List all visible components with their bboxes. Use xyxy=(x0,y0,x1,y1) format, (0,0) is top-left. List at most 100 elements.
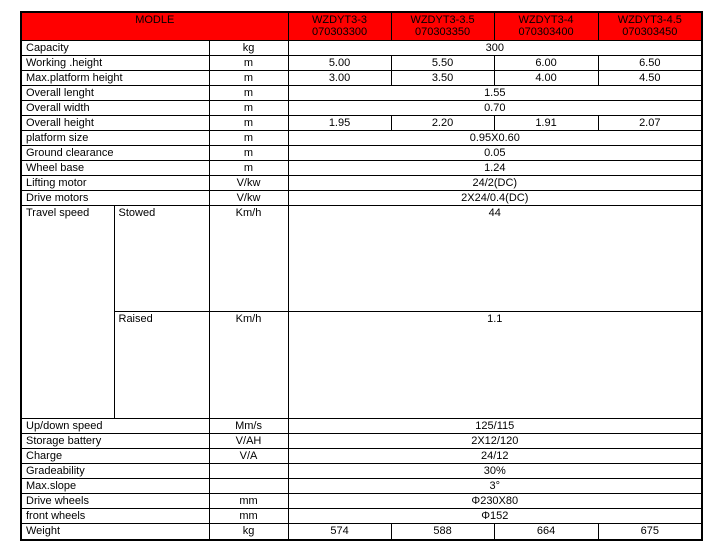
unit-cell: V/AH xyxy=(208,432,289,449)
unit-cell: Mm/s xyxy=(208,417,289,434)
unit-cell xyxy=(208,462,289,479)
model-code: 070303450 xyxy=(622,26,678,39)
row-max-platform-height: Max.platform height m 3.00 3.50 4.00 4.5… xyxy=(20,69,703,86)
row-label: Capacity xyxy=(20,39,210,56)
row-travel-speed-stowed: Travel speed Stowed Km/h 44 xyxy=(20,204,703,419)
unit-cell: Km/h xyxy=(208,204,289,312)
value-cell: 24/12 xyxy=(287,447,703,464)
row-up-down-speed: Up/down speed Mm/s 125/115 xyxy=(20,417,703,434)
value-cell: 5.00 xyxy=(287,54,392,71)
row-drive-motors: Drive motors V/kw 2X24/0.4(DC) xyxy=(20,189,703,206)
header-row: MODLE WZDYT3-3 070303300 WZDYT3-3.5 0703… xyxy=(20,11,703,41)
model-name: WZDYT3-4.5 xyxy=(617,14,682,27)
model-column-header: WZDYT3-4.5 070303450 xyxy=(597,11,703,41)
value-cell: 4.00 xyxy=(493,69,599,86)
row-ground-clearance: Ground clearance m 0.05 xyxy=(20,144,703,161)
row-label: Drive motors xyxy=(20,189,210,206)
model-column-header: WZDYT3-3 070303300 xyxy=(287,11,392,41)
row-storage-battery: Storage battery V/AH 2X12/120 xyxy=(20,432,703,449)
value-cell: 300 xyxy=(287,39,703,56)
row-label: Max.platform height xyxy=(20,69,210,86)
value-cell: 24/2(DC) xyxy=(287,174,703,191)
value-cell: Φ230X80 xyxy=(287,492,703,509)
row-group-label: Travel speed xyxy=(20,204,115,419)
unit-cell: V/kw xyxy=(208,189,289,206)
unit-cell: m xyxy=(208,144,289,161)
row-overall-height: Overall height m 1.95 2.20 1.91 2.07 xyxy=(20,114,703,131)
unit-cell: mm xyxy=(208,507,289,524)
unit-cell: kg xyxy=(208,522,289,541)
row-platform-size: platform size m 0.95X0.60 xyxy=(20,129,703,146)
unit-cell: m xyxy=(208,114,289,131)
value-cell: 3.00 xyxy=(287,69,392,86)
row-travel-speed-raised: Raised Km/h 1.1 xyxy=(21,310,703,419)
row-label: Ground clearance xyxy=(20,144,210,161)
row-drive-wheels: Drive wheels mm Φ230X80 xyxy=(20,492,703,509)
value-cell: 6.50 xyxy=(597,54,703,71)
row-gradeability: Gradeability 30% xyxy=(20,462,703,479)
value-cell: 6.00 xyxy=(493,54,599,71)
value-cell: 0.70 xyxy=(287,99,703,116)
value-cell: 30% xyxy=(287,462,703,479)
value-cell: 4.50 xyxy=(597,69,703,86)
row-overall-width: Overall width m 0.70 xyxy=(20,99,703,116)
unit-cell: m xyxy=(208,129,289,146)
value-cell: 1.1 xyxy=(287,310,703,419)
model-label-header: MODLE xyxy=(20,11,289,41)
model-column-header: WZDYT3-3.5 070303350 xyxy=(390,11,495,41)
row-label: Overall width xyxy=(20,99,210,116)
row-max-slope: Max.slope 3° xyxy=(20,477,703,494)
spec-table: MODLE WZDYT3-3 070303300 WZDYT3-3.5 0703… xyxy=(20,11,704,541)
value-cell: 2X12/120 xyxy=(287,432,703,449)
row-label: Charge xyxy=(20,447,210,464)
row-label: platform size xyxy=(20,129,210,146)
row-weight: Weight kg 574 588 664 675 xyxy=(20,522,703,541)
row-label: Drive wheels xyxy=(20,492,210,509)
row-label: Up/down speed xyxy=(20,417,210,434)
value-cell: 1.55 xyxy=(287,84,703,101)
row-label: front wheels xyxy=(20,507,210,524)
value-cell: 3° xyxy=(287,477,703,494)
value-cell: 1.91 xyxy=(493,114,599,131)
unit-cell: m xyxy=(208,159,289,176)
value-cell: 5.50 xyxy=(390,54,495,71)
unit-cell: V/A xyxy=(208,447,289,464)
unit-cell: m xyxy=(208,69,289,86)
row-sub-label: Stowed xyxy=(113,204,210,312)
unit-cell: Km/h xyxy=(208,310,289,419)
value-cell: 44 xyxy=(287,204,703,312)
value-cell: 2.07 xyxy=(597,114,703,131)
unit-cell: m xyxy=(208,84,289,101)
model-name: WZDYT3-4 xyxy=(518,14,574,27)
spec-table-container: MODLE WZDYT3-3 070303300 WZDYT3-3.5 0703… xyxy=(20,11,704,541)
value-cell: 675 xyxy=(597,522,703,541)
row-label: Wheel base xyxy=(20,159,210,176)
model-name: WZDYT3-3.5 xyxy=(410,14,475,27)
row-label: Max.slope xyxy=(20,477,210,494)
row-sub-label: Raised xyxy=(113,310,210,419)
value-cell: 0.05 xyxy=(287,144,703,161)
unit-cell: kg xyxy=(208,39,289,56)
unit-cell: m xyxy=(208,54,289,71)
unit-cell xyxy=(208,477,289,494)
value-cell: 2.20 xyxy=(390,114,495,131)
row-label: Lifting motor xyxy=(20,174,210,191)
unit-cell: V/kw xyxy=(208,174,289,191)
model-name: WZDYT3-3 xyxy=(312,14,368,27)
model-code: 070303300 xyxy=(312,26,368,39)
value-cell: Φ152 xyxy=(287,507,703,524)
model-code: 070303400 xyxy=(518,26,574,39)
model-column-header: WZDYT3-4 070303400 xyxy=(493,11,599,41)
row-lifting-motor: Lifting motor V/kw 24/2(DC) xyxy=(20,174,703,191)
model-code: 070303350 xyxy=(415,26,471,39)
row-label: Working .height xyxy=(20,54,210,71)
row-label: Weight xyxy=(20,522,210,541)
row-front-wheels: front wheels mm Φ152 xyxy=(20,507,703,524)
row-label: Overall lenght xyxy=(20,84,210,101)
value-cell: 574 xyxy=(287,522,392,541)
row-label: Storage battery xyxy=(20,432,210,449)
unit-cell: m xyxy=(208,99,289,116)
value-cell: 125/115 xyxy=(287,417,703,434)
value-cell: 1.95 xyxy=(287,114,392,131)
row-capacity: Capacity kg 300 xyxy=(20,39,703,56)
